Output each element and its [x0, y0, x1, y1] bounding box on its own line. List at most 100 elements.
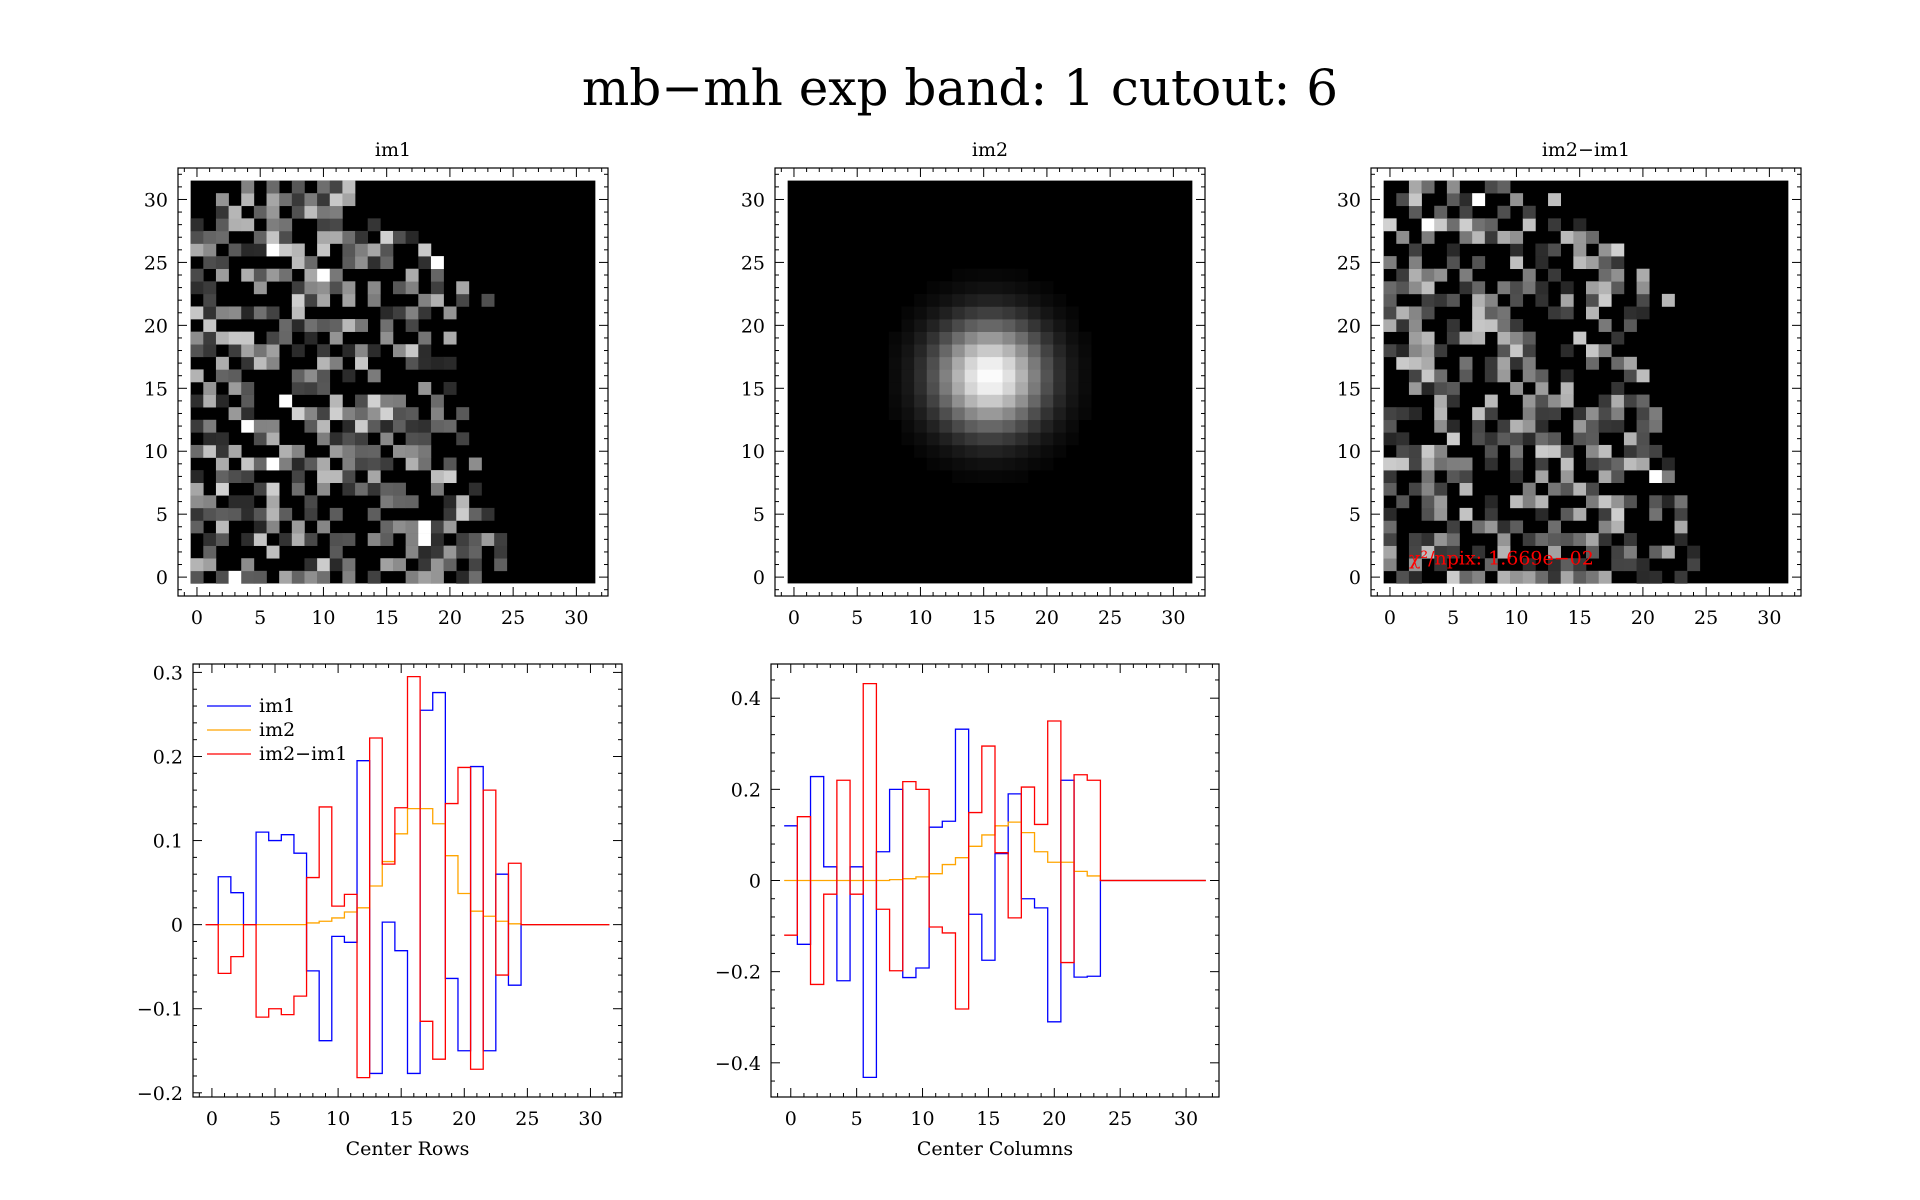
- image-pixel-2: [1446, 432, 1460, 446]
- image-pixel-2: [1598, 570, 1612, 584]
- image-pixel-1: [1002, 268, 1016, 282]
- x-tick-label-4: 15: [976, 1108, 1000, 1130]
- image-pixel-2: [1459, 205, 1473, 219]
- image-pixel-2: [1446, 394, 1460, 408]
- image-pixel-2: [1446, 382, 1460, 395]
- image-pixel-0: [405, 545, 419, 559]
- image-pixel-0: [430, 545, 444, 559]
- image-pixel-1: [977, 268, 991, 282]
- image-pixel-2: [1510, 356, 1524, 370]
- image-pixel-1: [964, 444, 978, 458]
- image-pixel-2: [1548, 558, 1562, 572]
- image-pixel-0: [317, 356, 331, 370]
- image-pixel-0: [443, 545, 457, 559]
- image-pixel-0: [228, 205, 242, 219]
- image-pixel-0: [443, 306, 457, 320]
- image-pixel-2: [1548, 268, 1562, 282]
- image-pixel-0: [329, 407, 343, 421]
- y-tick-label-2: 25: [1337, 252, 1361, 274]
- image-pixel-1: [952, 432, 966, 446]
- image-pixel-1: [1078, 407, 1092, 421]
- image-pixel-2: [1661, 545, 1675, 559]
- image-pixel-2: [1421, 180, 1435, 194]
- image-pixel-1: [977, 419, 991, 433]
- image-pixel-2: [1396, 281, 1410, 295]
- image-pixel-2: [1446, 419, 1460, 433]
- image-pixel-2: [1535, 457, 1549, 471]
- image-pixel-2: [1586, 344, 1599, 358]
- image-pixel-0: [405, 495, 419, 509]
- image-pixel-2: [1434, 369, 1448, 383]
- image-pixel-1: [1002, 356, 1016, 370]
- image-pixel-2: [1497, 205, 1511, 219]
- image-pixel-2: [1434, 419, 1448, 433]
- image-pixel-0: [253, 344, 267, 358]
- image-pixel-1: [977, 394, 991, 408]
- image-pixel-0: [456, 432, 470, 446]
- image-pixel-2: [1649, 444, 1663, 458]
- image-pixel-0: [241, 470, 255, 484]
- image-pixel-0: [241, 394, 255, 408]
- image-pixel-1: [977, 369, 991, 383]
- image-pixel-0: [317, 382, 331, 395]
- image-pixel-1: [1053, 331, 1067, 345]
- image-pixel-2: [1535, 470, 1549, 484]
- x-tick-label-1: 10: [908, 607, 932, 629]
- image-pixel-2: [1396, 495, 1410, 509]
- image-pixel-2: [1396, 193, 1410, 207]
- image-pixel-2: [1522, 281, 1536, 295]
- image-pixel-0: [405, 520, 419, 534]
- image-pixel-1: [964, 394, 978, 408]
- image-pixel-2: [1674, 520, 1688, 534]
- image-pixel-2: [1548, 545, 1562, 559]
- panel-4: 0 5 10 15 20 25 30 −0.4 −0.2 0 0.2 0.4 Center Column…: [715, 663, 1220, 1160]
- image-pixel-0: [342, 281, 356, 295]
- image-pixel-0: [393, 407, 406, 421]
- image-pixel-0: [393, 344, 406, 358]
- image-pixel-1: [952, 281, 966, 295]
- image-pixel-0: [241, 344, 255, 358]
- image-pixel-1: [914, 331, 928, 345]
- image-pixel-2: [1497, 230, 1511, 244]
- image-pixel-1: [1053, 432, 1067, 446]
- image-pixel-1: [926, 281, 940, 295]
- x-tick-label-4: 30: [1174, 1108, 1198, 1130]
- image-pixel-2: [1611, 268, 1625, 282]
- image-pixel-0: [266, 507, 280, 521]
- image-pixel-1: [1065, 382, 1079, 395]
- image-pixel-2: [1408, 306, 1422, 320]
- image-pixel-0: [430, 256, 444, 270]
- image-pixel-2: [1598, 419, 1612, 433]
- image-pixel-2: [1522, 218, 1536, 232]
- image-pixel-0: [317, 193, 331, 207]
- image-pixel-0: [190, 331, 204, 345]
- panel-title-1: im2: [972, 139, 1008, 161]
- image-pixel-0: [481, 293, 495, 307]
- image-pixel-2: [1383, 319, 1397, 332]
- x-axis-label-4: Center Columns: [917, 1138, 1073, 1160]
- image-pixel-0: [190, 281, 204, 295]
- image-pixel-1: [952, 293, 966, 307]
- image-pixel-0: [203, 394, 217, 408]
- image-pixel-2: [1573, 256, 1587, 270]
- image-pixel-0: [456, 570, 470, 584]
- image-pixel-2: [1611, 457, 1625, 471]
- image-pixel-1: [1015, 281, 1029, 295]
- image-pixel-2: [1421, 218, 1435, 232]
- image-pixel-2: [1446, 193, 1460, 207]
- image-pixel-0: [279, 268, 293, 282]
- image-pixel-2: [1484, 432, 1498, 446]
- image-pixel-0: [418, 382, 432, 395]
- y-tick-label-3: 0.2: [153, 746, 183, 768]
- image-pixel-0: [494, 545, 508, 559]
- x-tick-label-4: 5: [851, 1108, 863, 1130]
- image-pixel-0: [190, 369, 204, 383]
- image-pixel-1: [926, 394, 940, 408]
- image-pixel-2: [1611, 256, 1625, 270]
- image-pixel-0: [241, 268, 255, 282]
- y-tick-label-4: 0.4: [731, 688, 761, 710]
- image-pixel-2: [1522, 495, 1536, 509]
- image-pixel-0: [393, 230, 406, 244]
- image-pixel-2: [1408, 570, 1422, 584]
